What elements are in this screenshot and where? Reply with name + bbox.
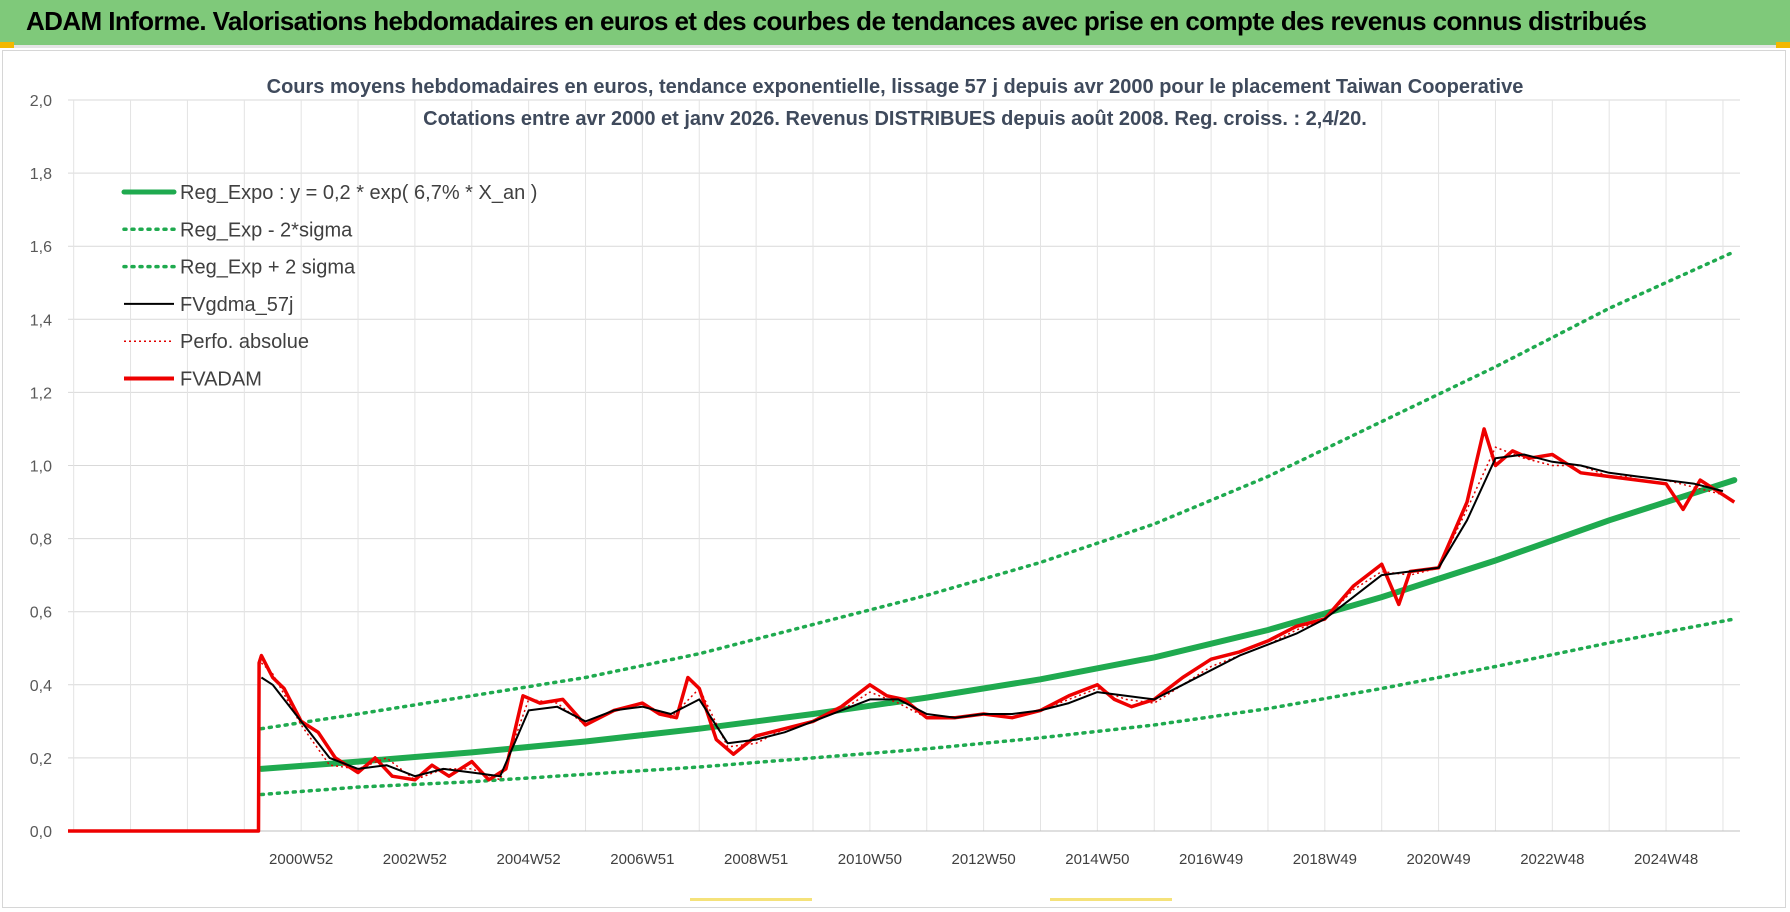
x-tick-label: 2002W52 — [383, 851, 447, 868]
x-tick-label: 2016W49 — [1179, 851, 1243, 868]
legend-label: Reg_Exp - 2*sigma — [180, 219, 353, 241]
y-tick-label: 0,4 — [30, 678, 52, 695]
y-tick-label: 1,2 — [30, 385, 52, 402]
series-line — [260, 453, 1724, 778]
page-title: ADAM Informe. Valorisations hebdomadaire… — [26, 6, 1647, 36]
header-banner: ADAM Informe. Valorisations hebdomadaire… — [0, 0, 1790, 48]
x-tick-label: 2012W50 — [952, 851, 1016, 868]
legend-label: Reg_Exp + 2 sigma — [180, 257, 356, 279]
x-tick-label: 2010W50 — [838, 851, 902, 868]
legend-label: Reg_Expo : y = 0,2 * exp( 6,7% * X_an ) — [180, 182, 537, 204]
x-tick-label: 2020W49 — [1406, 851, 1470, 868]
x-tick-label: 2008W51 — [724, 851, 788, 868]
series-line — [258, 477, 1738, 772]
y-tick-label: 2,0 — [30, 93, 52, 110]
corner-marker-right — [1776, 42, 1790, 48]
y-tick-label: 1,4 — [30, 312, 52, 329]
y-tick-label: 0,6 — [30, 605, 52, 622]
y-tick-label: 0,8 — [30, 532, 52, 549]
y-tick-label: 1,8 — [30, 166, 52, 183]
legend-label: FVADAM — [180, 369, 262, 391]
series-line — [259, 617, 1737, 797]
x-tick-label: 2014W50 — [1065, 851, 1129, 868]
y-tick-label: 0,2 — [30, 751, 52, 768]
legend-label: FVgdma_57j — [180, 294, 293, 316]
y-axis: 0,0 0,2 0,4 0,6 0,8 1,0 1,2 1,4 1,6 1,8 2,0 — [30, 93, 52, 841]
chart-frame — [2, 50, 1786, 908]
chart-subtitle: Cotations entre avr 2000 et janv 2026. R… — [423, 108, 1367, 130]
footer-mark — [1050, 898, 1172, 901]
y-tick-label: 1,0 — [30, 459, 52, 476]
series-line — [68, 427, 1736, 833]
series-line — [260, 446, 1724, 781]
x-tick-label: 2018W49 — [1293, 851, 1357, 868]
y-tick-label: 1,6 — [30, 239, 52, 256]
y-tick-label: 0,0 — [30, 824, 52, 841]
x-tick-label: 2004W52 — [497, 851, 561, 868]
plot-area — [68, 249, 1738, 833]
x-tick-label: 2024W48 — [1634, 851, 1698, 868]
series-line — [259, 249, 1737, 731]
x-axis: 2000W52 2002W52 2004W52 2006W51 2008W51 2010W… — [269, 851, 1698, 868]
legend-label: Perfo. absolue — [180, 331, 309, 353]
chart-title: Cours moyens hebdomadaires en euros, ten… — [267, 76, 1524, 98]
footer-mark — [690, 898, 812, 901]
x-tick-label: 2022W48 — [1520, 851, 1584, 868]
x-tick-label: 2000W52 — [269, 851, 333, 868]
chart-legend: Reg_Expo : y = 0,2 * exp( 6,7% * X_an ) R… — [121, 182, 537, 391]
x-tick-label: 2006W51 — [610, 851, 674, 868]
corner-marker-left — [0, 42, 14, 48]
